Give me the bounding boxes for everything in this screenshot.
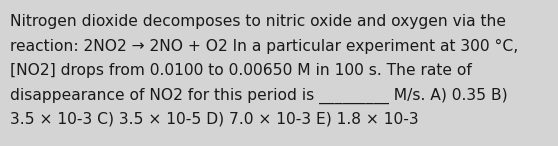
Text: 3.5 × 10-3 C) 3.5 × 10-5 D) 7.0 × 10-3 E) 1.8 × 10-3: 3.5 × 10-3 C) 3.5 × 10-5 D) 7.0 × 10-3 E…	[10, 112, 418, 127]
Text: reaction: 2NO2 → 2NO + O2 In a particular experiment at 300 °C,: reaction: 2NO2 → 2NO + O2 In a particula…	[10, 39, 518, 54]
Text: Nitrogen dioxide decomposes to nitric oxide and oxygen via the: Nitrogen dioxide decomposes to nitric ox…	[10, 14, 506, 29]
Text: [NO2] drops from 0.0100 to 0.00650 M in 100 s. The rate of: [NO2] drops from 0.0100 to 0.00650 M in …	[10, 63, 472, 78]
Text: disappearance of NO2 for this period is _________ M/s. A) 0.35 B): disappearance of NO2 for this period is …	[10, 87, 508, 104]
